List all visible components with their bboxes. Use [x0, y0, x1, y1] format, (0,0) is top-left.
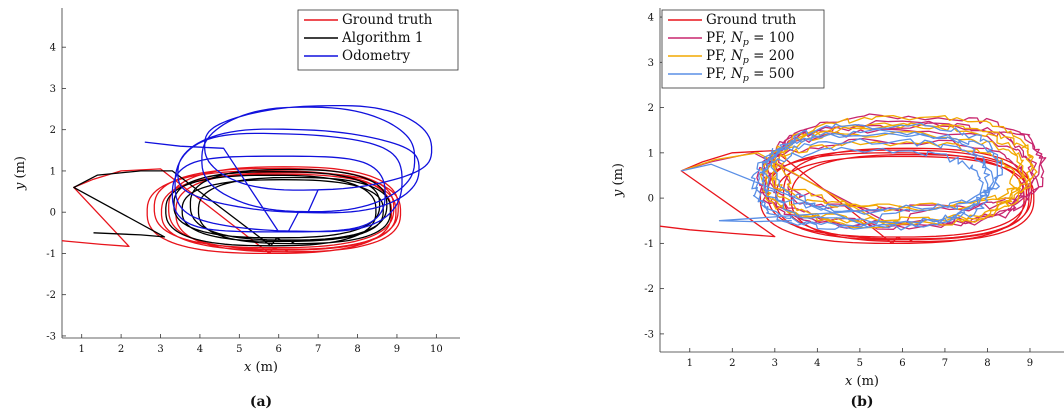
x-tick-label: 7 — [942, 358, 948, 369]
figure-caption: (a) — [250, 394, 272, 410]
series-line-2 — [144, 104, 433, 233]
y-tick-label: 4 — [50, 43, 56, 54]
x-tick-label: 4 — [197, 344, 203, 355]
y-tick-label: 3 — [648, 58, 654, 69]
y-tick-label: 1 — [50, 166, 56, 177]
legend-box — [661, 9, 825, 89]
y-axis-label: y (m) — [13, 156, 28, 191]
y-tick-label: -2 — [46, 290, 56, 301]
legend-label-1: Algorithm 1 — [341, 30, 423, 46]
legend-label-3: PF, Np = 500 — [706, 66, 795, 84]
x-tick-label: 1 — [687, 358, 693, 369]
x-tick-label: 4 — [814, 358, 820, 369]
legend-label-2: Odometry — [342, 48, 411, 64]
series-line-0 — [660, 147, 1035, 245]
y-tick-label: 0 — [648, 194, 654, 205]
legend-label-2: PF, Np = 200 — [706, 48, 795, 66]
y-tick-label: -2 — [644, 284, 654, 295]
legend-label-0: Ground truth — [342, 12, 433, 28]
x-tick-label: 6 — [276, 344, 282, 355]
legend-label-0: Ground truth — [706, 12, 797, 28]
x-axis-label: x (m) — [845, 374, 879, 389]
y-tick-label: 1 — [648, 148, 654, 159]
chart-b: 1 2 3 4 5 6 7 8 9 -3 -2 -1 0 1 2 3 4 x (m) y (m) (b) Ground … — [611, 8, 1064, 410]
y-axis-label: y (m) — [611, 163, 626, 198]
y-tick-label: 4 — [648, 13, 654, 24]
y-tick-label: -3 — [46, 331, 56, 342]
x-axis-label: x (m) — [244, 360, 278, 375]
x-tick-label: 7 — [315, 344, 321, 355]
x-tick-label: 3 — [157, 344, 163, 355]
x-tick-label: 8 — [984, 358, 990, 369]
series-line-3 — [681, 122, 1003, 231]
y-tick-label: 2 — [50, 125, 56, 136]
legend: Ground truth Algorithm 1 Odometry — [297, 9, 459, 71]
x-tick-label: 1 — [79, 344, 85, 355]
plot-area — [62, 104, 433, 255]
x-tick-label: 5 — [857, 358, 863, 369]
legend-label-1: PF, Np = 100 — [706, 30, 795, 48]
y-tick-label: -3 — [644, 329, 654, 340]
y-tick-label: -1 — [644, 239, 654, 250]
legend-box — [297, 9, 459, 71]
x-tick-label: 6 — [899, 358, 905, 369]
x-tick-label: 9 — [394, 344, 400, 355]
x-tick-label: 10 — [430, 344, 443, 355]
x-tick-label: 5 — [236, 344, 242, 355]
plot-area — [660, 113, 1047, 245]
x-tick-label: 9 — [1027, 358, 1033, 369]
y-tick-label: -1 — [46, 249, 56, 260]
x-tick-label: 2 — [118, 344, 124, 355]
y-tick-label: 3 — [50, 84, 56, 95]
series-line-1 — [73, 168, 392, 247]
chart-a: 1 2 3 4 5 6 7 8 9 10 -3 -2 -1 0 1 2 3 4 x (m) y (m) (a) Groun… — [13, 8, 460, 410]
x-tick-label: 2 — [729, 358, 735, 369]
y-tick-label: 2 — [648, 103, 654, 114]
x-tick-label: 3 — [772, 358, 778, 369]
figure-caption: (b) — [850, 394, 873, 410]
x-tick-label: 8 — [354, 344, 360, 355]
y-tick-label: 0 — [50, 208, 56, 219]
series-line-0 — [62, 166, 402, 255]
